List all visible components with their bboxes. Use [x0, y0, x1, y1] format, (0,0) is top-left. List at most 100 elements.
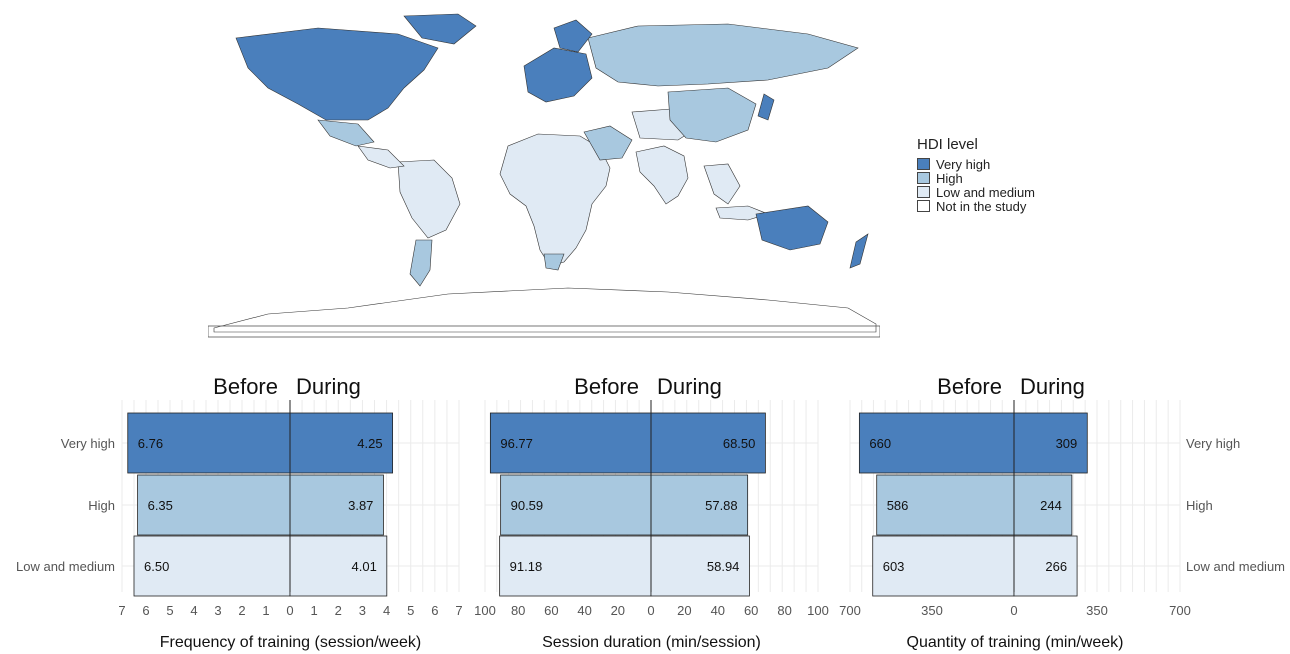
legend-item-high: High [917, 170, 1035, 186]
tick-label: 5 [407, 603, 414, 618]
map-north-america [235, 27, 439, 121]
bar-during-1 [289, 412, 394, 474]
legend-label: Not in the study [936, 198, 1027, 214]
data-label-before: 6.76 [138, 436, 163, 451]
tick-label: 100 [807, 603, 829, 618]
data-label-before: 586 [887, 498, 909, 513]
x-axis-label: Quantity of training (min/week) [907, 634, 1124, 651]
data-label-before: 6.50 [144, 559, 169, 574]
side-label-during: During [296, 374, 361, 399]
legend-item-not-in-study: Not in the study [917, 198, 1035, 214]
map-mexico [317, 119, 375, 147]
bar-during-2 [289, 474, 384, 536]
tick-label: 7 [118, 603, 125, 618]
legend-swatch [917, 158, 930, 170]
tick-label: 700 [1169, 603, 1191, 618]
tick-label: 4 [190, 603, 197, 618]
data-label-before: 96.77 [500, 436, 533, 451]
tick-label: 1 [262, 603, 269, 618]
tick-label: 20 [611, 603, 625, 618]
bar-during-1 [1013, 412, 1088, 474]
tick-label: 1 [311, 603, 318, 618]
chart-panel-3: 660 309 Very high 586 244 High 603 266 Low and m… [839, 374, 1285, 651]
tick-label: 60 [744, 603, 758, 618]
legend-title: HDI level [917, 136, 978, 153]
map-middle-east [583, 125, 633, 161]
map-central-america [357, 145, 405, 169]
legend-label: Low and medium [936, 184, 1035, 200]
legend-item-low-medium: Low and medium [917, 184, 1035, 200]
category-label: Low and medium [1186, 559, 1285, 574]
side-label-during: During [657, 374, 722, 399]
tick-label: 2 [238, 603, 245, 618]
tick-label: 0 [647, 603, 654, 618]
map-south-africa [543, 253, 565, 271]
map-south-asia [635, 145, 689, 205]
chart-panel-1: 6.76 4.25 Very high 6.35 3.87 High 6.50 4.01 Low… [16, 374, 463, 651]
bar-before-2 [876, 474, 1015, 536]
map-russia [587, 23, 859, 87]
bar-during-3 [289, 535, 388, 597]
data-label-during: 68.50 [723, 436, 756, 451]
tick-label: 3 [359, 603, 366, 618]
tick-label: 0 [1010, 603, 1017, 618]
data-label-before: 660 [869, 436, 891, 451]
bar-during-1 [650, 412, 766, 474]
map-japan [757, 93, 775, 121]
tick-label: 40 [711, 603, 725, 618]
data-label-during: 58.94 [707, 559, 740, 574]
chart-panel-2: 96.77 68.50 90.59 57.88 91.18 58.94 Before Duri… [474, 374, 829, 651]
map-europe [523, 47, 593, 103]
bar-during-2 [650, 474, 749, 536]
map-argentina [409, 239, 433, 287]
map-australia [755, 205, 829, 251]
data-label-during: 309 [1056, 436, 1078, 451]
x-axis-label: Session duration (min/session) [542, 634, 761, 651]
tick-label: 6 [431, 603, 438, 618]
tick-label: 350 [921, 603, 943, 618]
data-label-during: 266 [1045, 559, 1067, 574]
bar-before-2 [500, 474, 652, 536]
tick-label: 40 [577, 603, 591, 618]
bar-before-1 [127, 412, 291, 474]
pyramid-charts: 6.76 4.25 Very high 6.35 3.87 High 6.50 4.01 Low… [16, 374, 1285, 651]
legend-item-very-high: Very high [917, 156, 1035, 172]
data-label-during: 57.88 [705, 498, 738, 513]
bar-before-3 [133, 535, 291, 597]
tick-label: 350 [1086, 603, 1108, 618]
data-label-before: 90.59 [511, 498, 544, 513]
map-new-zealand [849, 233, 869, 269]
bar-before-2 [137, 474, 291, 536]
data-label-before: 91.18 [510, 559, 543, 574]
x-axis-label: Frequency of training (session/week) [160, 634, 421, 651]
tick-label: 7 [455, 603, 462, 618]
bar-during-3 [1013, 535, 1078, 597]
world-map [208, 8, 880, 338]
data-label-during: 4.01 [352, 559, 377, 574]
legend-label: Very high [936, 156, 991, 172]
map-legend: HDI level Very high High Low and medium … [917, 136, 1035, 214]
tick-label: 100 [474, 603, 496, 618]
tick-label: 4 [383, 603, 390, 618]
side-label-before: Before [574, 374, 639, 399]
data-label-during: 4.25 [357, 436, 382, 451]
bar-before-1 [858, 412, 1015, 474]
map-antarctica [213, 287, 877, 333]
tick-label: 2 [335, 603, 342, 618]
category-label: Very high [1186, 436, 1240, 451]
tick-label: 60 [544, 603, 558, 618]
category-label: High [88, 498, 115, 513]
tick-label: 80 [511, 603, 525, 618]
data-label-before: 6.35 [148, 498, 173, 513]
legend-label: High [936, 170, 963, 186]
tick-label: 0 [286, 603, 293, 618]
map-scandinavia [553, 19, 593, 53]
tick-label: 20 [677, 603, 691, 618]
map-greenland [403, 13, 477, 45]
legend-swatch [917, 172, 930, 184]
map-south-america-north [397, 159, 461, 239]
data-label-before: 603 [883, 559, 905, 574]
bar-during-3 [650, 535, 750, 597]
category-label: Low and medium [16, 559, 115, 574]
map-china [667, 87, 757, 143]
